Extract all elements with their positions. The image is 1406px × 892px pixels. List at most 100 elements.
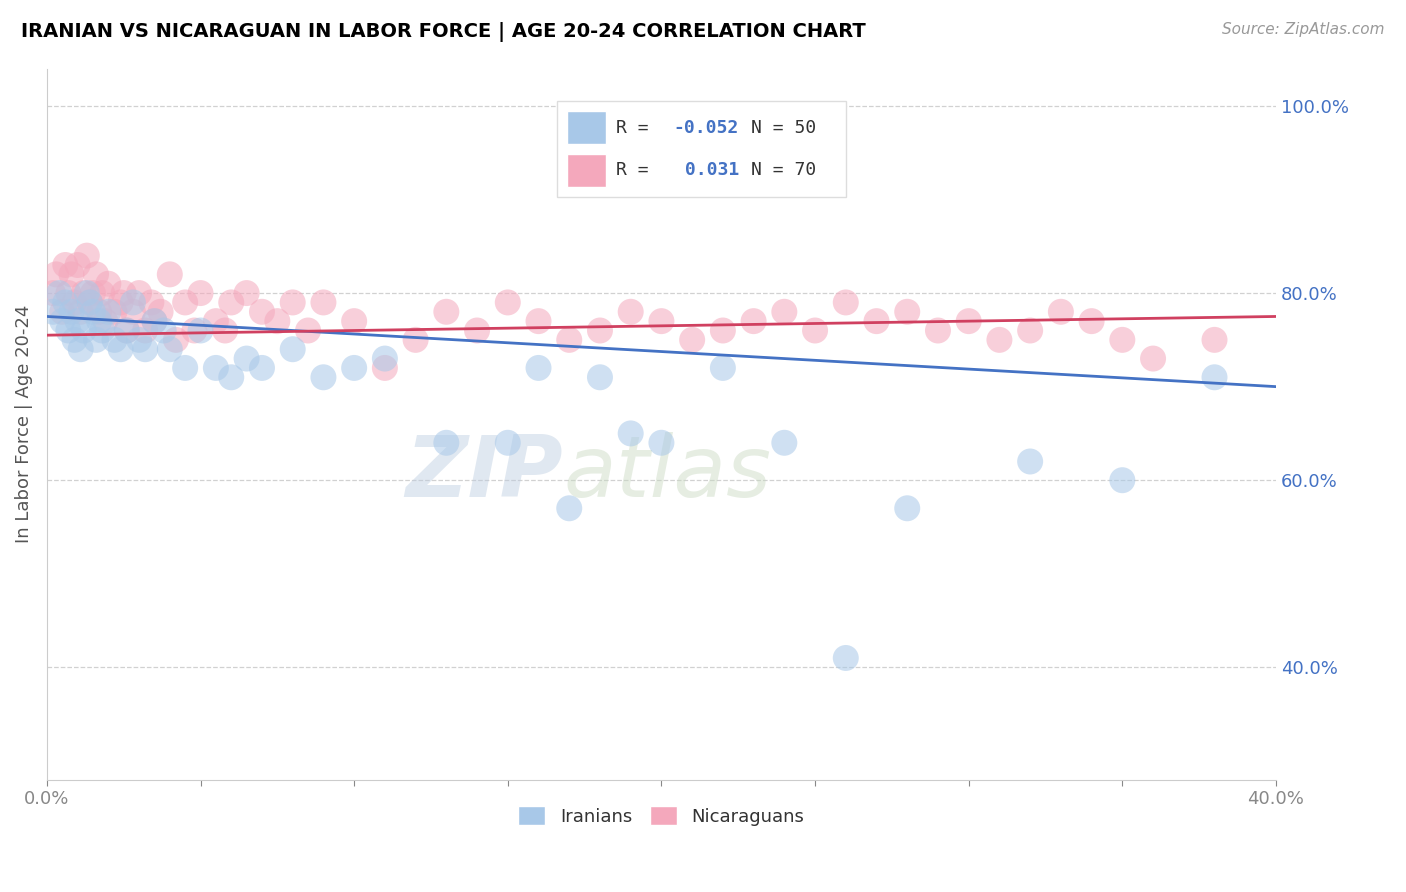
Point: [165, 333, 187, 347]
Point: [89, 305, 111, 319]
Point: [711, 360, 734, 375]
Point: [773, 435, 796, 450]
Point: [589, 370, 612, 384]
Point: [190, 286, 212, 301]
Text: R =: R =: [616, 161, 659, 179]
FancyBboxPatch shape: [557, 101, 846, 196]
Point: [281, 342, 304, 356]
Point: [620, 305, 643, 319]
Point: [91, 286, 114, 301]
Point: [60, 305, 83, 319]
Point: [496, 435, 519, 450]
FancyBboxPatch shape: [567, 153, 606, 186]
Point: [711, 324, 734, 338]
Point: [84, 268, 107, 282]
Point: [97, 277, 120, 291]
Point: [589, 324, 612, 338]
Point: [134, 324, 156, 338]
Point: [496, 295, 519, 310]
Point: [219, 295, 242, 310]
Point: [1142, 351, 1164, 366]
Point: [527, 360, 550, 375]
Text: R =: R =: [616, 119, 659, 136]
Point: [312, 295, 335, 310]
Point: [103, 333, 125, 347]
Point: [281, 295, 304, 310]
Point: [650, 314, 672, 328]
Point: [73, 324, 96, 338]
Point: [190, 324, 212, 338]
Point: [1050, 305, 1073, 319]
Point: [205, 360, 228, 375]
Point: [312, 370, 335, 384]
Point: [51, 305, 73, 319]
Point: [79, 295, 101, 310]
Point: [865, 314, 887, 328]
Point: [235, 351, 257, 366]
Point: [250, 360, 273, 375]
Point: [84, 333, 107, 347]
Point: [1019, 324, 1042, 338]
Legend: Iranians, Nicaraguans: Iranians, Nicaraguans: [509, 797, 814, 835]
Point: [110, 342, 132, 356]
Point: [957, 314, 980, 328]
Point: [69, 305, 91, 319]
Text: ZIP: ZIP: [405, 433, 562, 516]
Point: [51, 314, 73, 328]
Point: [343, 360, 366, 375]
Point: [141, 295, 163, 310]
Point: [927, 324, 949, 338]
Text: N = 70: N = 70: [751, 161, 817, 179]
Point: [235, 286, 257, 301]
Point: [465, 324, 488, 338]
Point: [53, 258, 76, 272]
Point: [297, 324, 319, 338]
Point: [128, 333, 150, 347]
Point: [159, 268, 181, 282]
Point: [122, 295, 145, 310]
Point: [219, 370, 242, 384]
Point: [174, 295, 197, 310]
FancyBboxPatch shape: [567, 112, 606, 144]
Text: -0.052: -0.052: [673, 119, 740, 136]
Point: [896, 305, 918, 319]
Point: [60, 268, 83, 282]
Point: [97, 305, 120, 319]
Point: [110, 295, 132, 310]
Point: [1111, 473, 1133, 487]
Point: [45, 268, 67, 282]
Point: [159, 342, 181, 356]
Point: [214, 324, 236, 338]
Point: [149, 305, 172, 319]
Text: Source: ZipAtlas.com: Source: ZipAtlas.com: [1222, 22, 1385, 37]
Point: [1204, 333, 1226, 347]
Point: [58, 286, 80, 301]
Y-axis label: In Labor Force | Age 20-24: In Labor Force | Age 20-24: [15, 305, 32, 543]
Point: [374, 351, 396, 366]
Point: [1019, 454, 1042, 468]
Point: [143, 314, 166, 328]
Point: [174, 360, 197, 375]
Point: [66, 314, 89, 328]
Point: [76, 249, 98, 263]
Point: [183, 324, 205, 338]
Point: [48, 286, 70, 301]
Point: [1204, 370, 1226, 384]
Point: [1111, 333, 1133, 347]
Text: 0.031: 0.031: [673, 161, 740, 179]
Point: [134, 342, 156, 356]
Point: [63, 295, 86, 310]
Text: IRANIAN VS NICARAGUAN IN LABOR FORCE | AGE 20-24 CORRELATION CHART: IRANIAN VS NICARAGUAN IN LABOR FORCE | A…: [21, 22, 866, 42]
Point: [76, 286, 98, 301]
Point: [620, 426, 643, 441]
Point: [250, 305, 273, 319]
Point: [374, 360, 396, 375]
Text: N = 50: N = 50: [751, 119, 817, 136]
Point: [42, 286, 65, 301]
Point: [82, 305, 104, 319]
Point: [558, 501, 581, 516]
Point: [73, 286, 96, 301]
Point: [434, 305, 457, 319]
Point: [896, 501, 918, 516]
Point: [58, 324, 80, 338]
